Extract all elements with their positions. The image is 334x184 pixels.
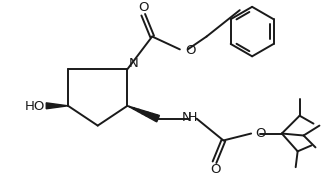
Text: H: H <box>188 111 197 124</box>
Polygon shape <box>46 103 68 109</box>
Text: HO: HO <box>25 100 45 113</box>
Text: O: O <box>210 163 221 176</box>
Polygon shape <box>127 106 159 122</box>
Text: N: N <box>182 111 192 124</box>
Text: N: N <box>129 57 138 70</box>
Text: O: O <box>138 1 149 14</box>
Text: O: O <box>255 127 266 140</box>
Text: O: O <box>185 44 195 57</box>
